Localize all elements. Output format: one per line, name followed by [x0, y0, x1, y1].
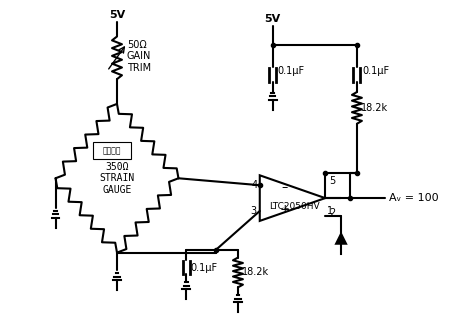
Text: 0.1μF: 0.1μF	[362, 66, 389, 76]
Text: 3: 3	[251, 206, 257, 216]
Text: 查看详组: 查看详组	[103, 146, 122, 155]
Polygon shape	[336, 234, 346, 244]
Text: 350Ω
STRAIN
GAUGE: 350Ω STRAIN GAUGE	[99, 162, 135, 195]
Text: 5V: 5V	[109, 10, 125, 20]
FancyBboxPatch shape	[93, 142, 131, 159]
Text: Aᵥ = 100: Aᵥ = 100	[389, 193, 438, 203]
Text: LTC2050HV: LTC2050HV	[269, 202, 320, 211]
Text: 5: 5	[329, 176, 335, 186]
Text: 5V: 5V	[265, 14, 281, 24]
Text: 2: 2	[329, 208, 335, 218]
Text: 50Ω
GAIN
TRIM: 50Ω GAIN TRIM	[127, 40, 151, 73]
Text: 4: 4	[252, 180, 258, 190]
Text: 18.2k: 18.2k	[361, 103, 388, 113]
Text: 0.1μF: 0.1μF	[278, 66, 305, 76]
Text: +: +	[279, 203, 290, 215]
Text: 0.1μF: 0.1μF	[190, 262, 217, 272]
Text: 18.2k: 18.2k	[242, 268, 269, 278]
Text: –: –	[281, 181, 288, 194]
Text: 1: 1	[327, 206, 333, 216]
